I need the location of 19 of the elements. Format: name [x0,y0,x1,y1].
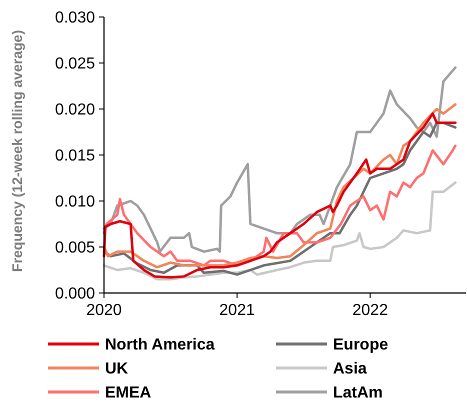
legend-label: UK [105,360,129,378]
x-tick-label: 2020 [86,302,122,319]
y-tick-label: 0.020 [54,102,96,119]
x-tick-label: 2022 [352,302,388,319]
x-tick-label: 2021 [219,302,255,319]
legend-label: EMEA [105,384,152,402]
y-axis-title: Frequency (12-week rolling average) [9,30,25,272]
y-tick-label: 0.010 [54,194,96,211]
legend-label: Asia [333,360,367,378]
line-series [102,181,457,280]
y-tick-label: 0.000 [54,286,96,303]
y-tick-label: 0.030 [54,10,96,27]
y-tick-label: 0.015 [54,148,96,165]
y-tick-label: 0.025 [54,56,96,73]
line-series [102,66,457,253]
legend-label: Europe [333,336,388,354]
legend-label: North America [105,336,215,354]
legend-label: LatAm [333,384,383,402]
y-tick-label: 0.005 [54,240,96,257]
